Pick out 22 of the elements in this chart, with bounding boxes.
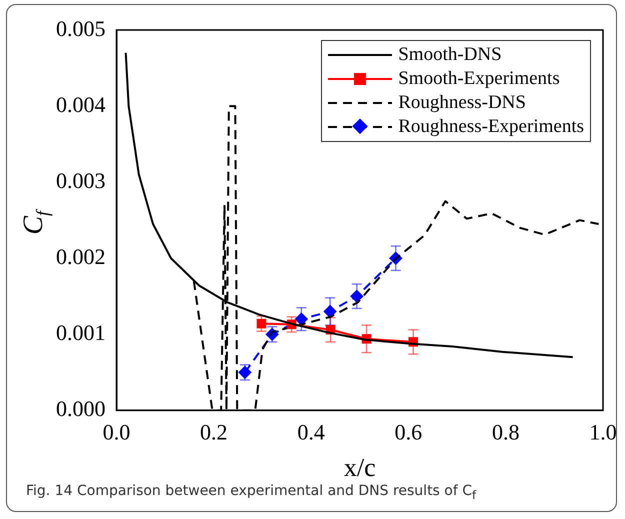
x-axis-title: x/c bbox=[344, 453, 376, 482]
x-tick-label: 0.6 bbox=[394, 419, 422, 444]
legend-label: Smooth-Experiments bbox=[398, 68, 560, 90]
y-tick-label: 0.002 bbox=[56, 244, 106, 270]
point bbox=[324, 304, 337, 318]
x-tick-label: 0.8 bbox=[492, 419, 520, 444]
y-tick-label: 0.000 bbox=[56, 396, 106, 422]
caption: Fig. 14 Comparison between experimental and DNS results of C$_{f}$ bbox=[26, 483, 476, 502]
y-tick-label: 0.003 bbox=[56, 168, 106, 193]
y-tick-label: 0.004 bbox=[56, 92, 106, 117]
x-tick-label: 1.0 bbox=[589, 419, 617, 444]
point bbox=[294, 312, 308, 326]
x-tick-label: 0.2 bbox=[200, 419, 228, 444]
legend-label: Roughness-Experiments bbox=[398, 116, 584, 138]
legend-label: Roughness-DNS bbox=[398, 92, 526, 114]
x-tick-label: 0.0 bbox=[102, 419, 130, 444]
point bbox=[350, 290, 364, 303]
legend-label: Smooth-DNS bbox=[398, 44, 502, 66]
x-tick-label: 0.4 bbox=[297, 419, 325, 444]
y-tick-label: 0.005 bbox=[56, 16, 106, 41]
point bbox=[256, 318, 266, 328]
y-tick-label: 0.001 bbox=[56, 320, 106, 346]
